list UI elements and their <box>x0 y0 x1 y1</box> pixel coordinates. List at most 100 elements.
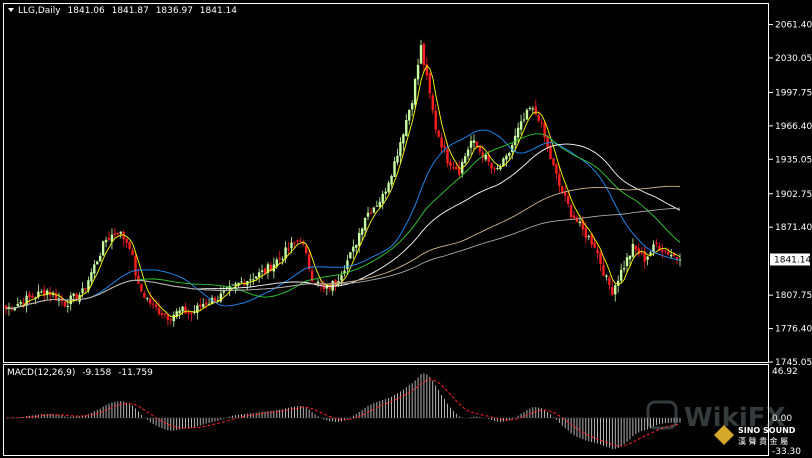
candle <box>281 256 284 265</box>
candle <box>572 210 576 220</box>
candle <box>305 244 308 255</box>
wikifx-text: WikiFX <box>684 403 786 433</box>
candle <box>93 260 96 279</box>
candle <box>628 255 632 267</box>
candle <box>316 279 320 287</box>
candle <box>199 298 202 310</box>
candle <box>434 104 437 134</box>
signal-value: -11.759 <box>118 368 153 378</box>
high-value: 1841.87 <box>112 6 149 16</box>
macd-header: MACD(12,26,9) -9.158 -11.759 <box>7 368 153 378</box>
candle <box>416 58 420 86</box>
candle <box>172 311 175 327</box>
candle <box>419 39 423 65</box>
candle <box>643 245 646 269</box>
candle <box>390 174 393 188</box>
candle <box>257 268 261 283</box>
candle <box>28 290 31 305</box>
price-tick-label: 1807.75 <box>775 291 812 301</box>
price-axis: 2061.40 2030.05 1997.75 1966.40 1935.05 1902.… <box>769 21 812 368</box>
candle <box>181 306 184 315</box>
current-price-tag: 1841.14 <box>770 253 811 266</box>
candle <box>431 92 434 115</box>
candle <box>175 308 178 319</box>
candle <box>540 118 543 128</box>
candle <box>107 231 111 242</box>
candle <box>519 114 523 135</box>
ma-slow-line <box>5 207 681 310</box>
candle <box>543 121 546 143</box>
candle <box>396 148 399 166</box>
candle <box>581 215 585 237</box>
candle <box>287 242 290 256</box>
candle <box>249 274 252 288</box>
candle <box>584 221 588 244</box>
price-tick-label: 1966.40 <box>775 122 812 132</box>
candle <box>346 254 349 275</box>
candle <box>131 247 134 256</box>
price-tick-label: 1997.75 <box>775 88 812 98</box>
candle <box>143 290 146 299</box>
candle <box>669 248 673 259</box>
candle <box>104 236 108 248</box>
candle <box>525 108 529 121</box>
candle <box>531 106 535 114</box>
collapse-arrow-icon[interactable] <box>8 8 14 12</box>
candle <box>646 255 649 266</box>
candle <box>122 230 125 247</box>
candle <box>193 305 196 315</box>
sino-sound-diamond-icon <box>714 425 734 445</box>
candle <box>393 156 396 177</box>
candle <box>637 243 640 257</box>
candle <box>66 299 70 313</box>
candle <box>60 294 64 306</box>
candle <box>98 252 102 262</box>
close-value: 1841.14 <box>200 6 237 16</box>
candle <box>307 250 311 272</box>
price-tick-label: 1871.40 <box>775 223 812 233</box>
candle <box>384 187 387 200</box>
price-tick-label: 1902.75 <box>775 190 812 200</box>
candle <box>204 298 208 309</box>
candle <box>178 307 181 319</box>
candle <box>116 232 120 237</box>
candle <box>661 244 664 259</box>
chart-header: LLG,Daily 1841.06 1841.87 1836.97 1841.1… <box>8 6 237 16</box>
candle <box>552 157 555 167</box>
candle <box>372 206 376 214</box>
candle <box>240 276 243 284</box>
candle <box>499 163 502 172</box>
candle <box>399 137 402 163</box>
candle <box>614 283 617 302</box>
candle <box>631 238 635 258</box>
candle <box>458 161 461 178</box>
candle <box>566 190 570 208</box>
macd-tick-label: 0.00 <box>772 414 792 424</box>
candle <box>296 239 299 245</box>
candle <box>137 268 140 285</box>
candle <box>387 180 390 194</box>
price-tick-label: 2061.40 <box>775 21 812 31</box>
candle <box>366 206 370 221</box>
candle <box>634 244 638 256</box>
candle <box>37 284 40 300</box>
macd-signal-line <box>5 379 681 447</box>
current-price-label: 1841.14 <box>774 255 811 265</box>
candle <box>40 289 43 294</box>
candle <box>16 297 19 307</box>
candle <box>481 145 485 164</box>
candle <box>611 280 614 296</box>
candle <box>408 109 411 125</box>
candle <box>369 207 373 215</box>
candle <box>672 251 676 259</box>
ma-fast-line <box>5 65 681 318</box>
candle <box>513 128 517 152</box>
candle <box>452 161 455 170</box>
candle <box>63 301 67 308</box>
macd-tick-label: 46.92 <box>772 367 798 377</box>
candle <box>522 112 526 123</box>
sino-sound-text: SINO SOUND <box>738 426 796 435</box>
candle <box>290 237 293 254</box>
wikifx-watermark: WikiFX <box>646 400 786 433</box>
candle <box>331 280 334 296</box>
